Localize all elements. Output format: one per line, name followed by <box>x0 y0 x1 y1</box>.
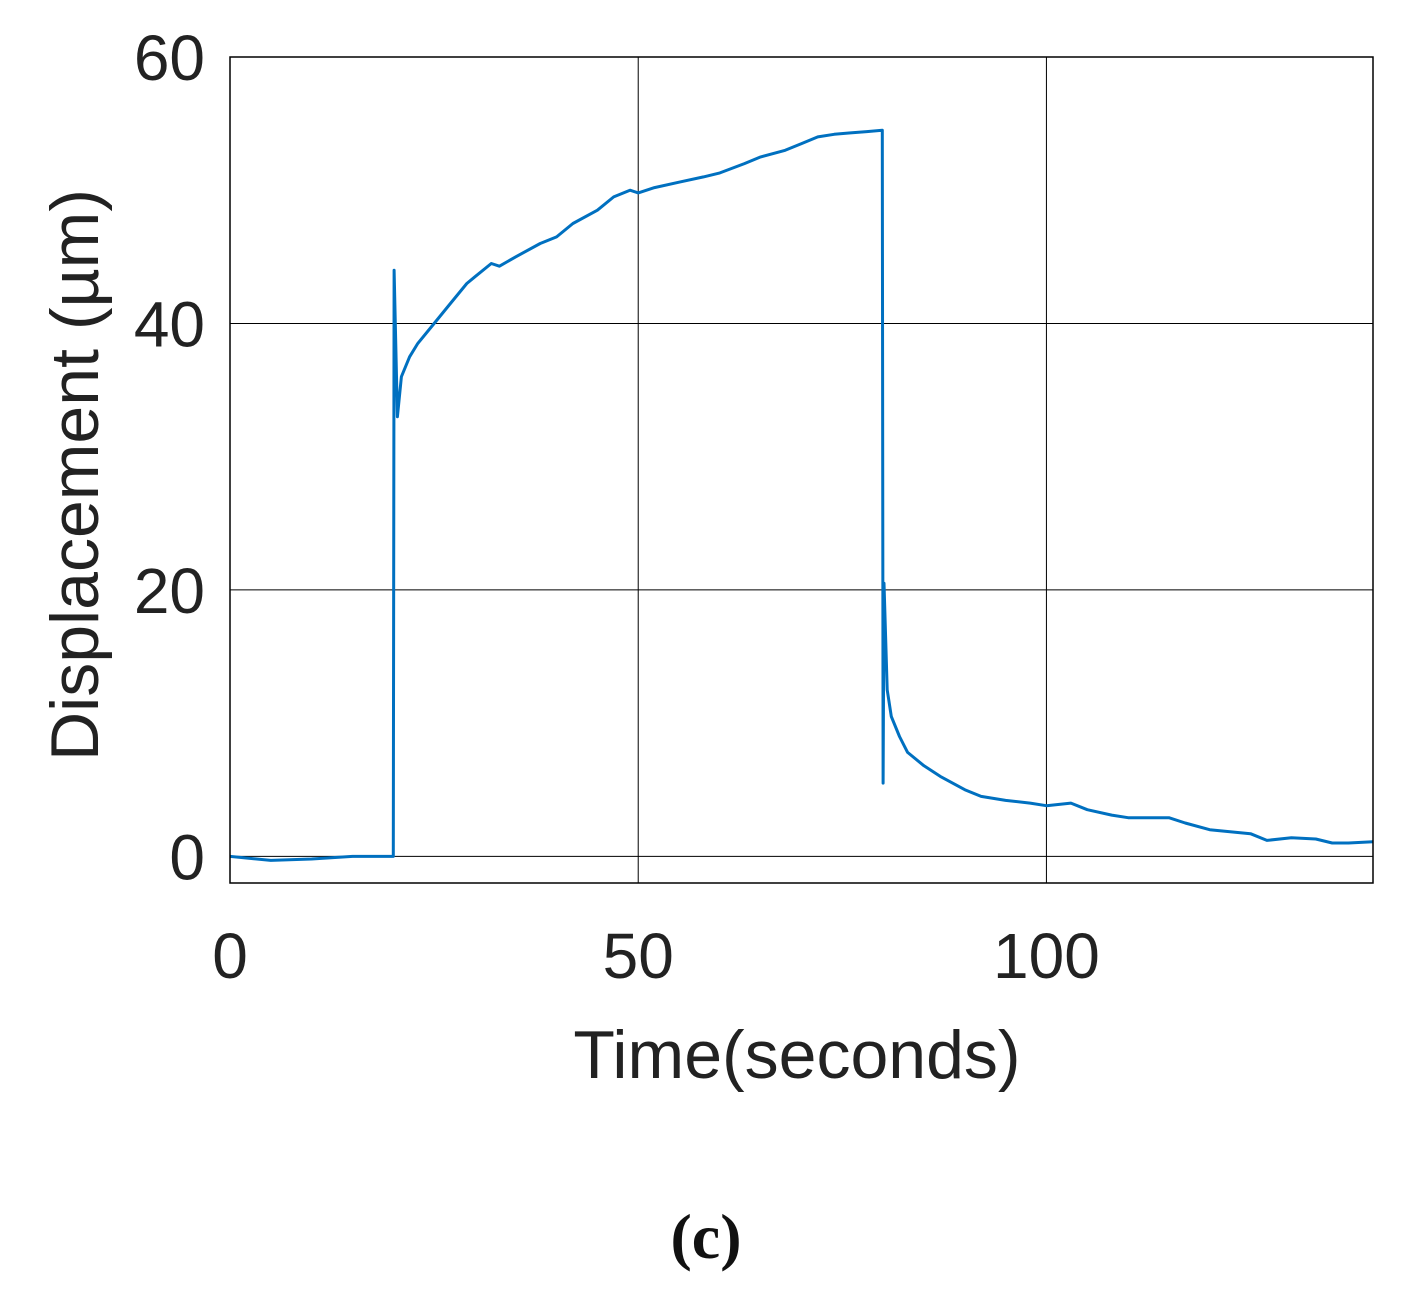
grid-lines <box>230 57 1373 883</box>
series-layer <box>229 128 1374 862</box>
panel-label: (c) <box>670 1201 741 1272</box>
y-tick-label: 0 <box>169 821 205 893</box>
y-tick-label: 20 <box>134 555 205 627</box>
x-axis-title: Time(seconds) <box>573 1017 1020 1093</box>
x-tick-label: 50 <box>603 920 674 992</box>
displacement-series-line <box>229 128 1374 862</box>
plot-frame <box>229 56 1374 884</box>
x-tick-label: 100 <box>993 920 1100 992</box>
plot-background <box>230 57 1373 883</box>
y-tick-label: 60 <box>134 22 205 94</box>
y-tick-label: 40 <box>134 288 205 360</box>
tick-labels: 0 50 100 0 20 40 60 <box>134 22 1100 992</box>
y-axis-title: Displacement (µm) <box>37 189 113 761</box>
x-tick-label: 0 <box>212 920 248 992</box>
